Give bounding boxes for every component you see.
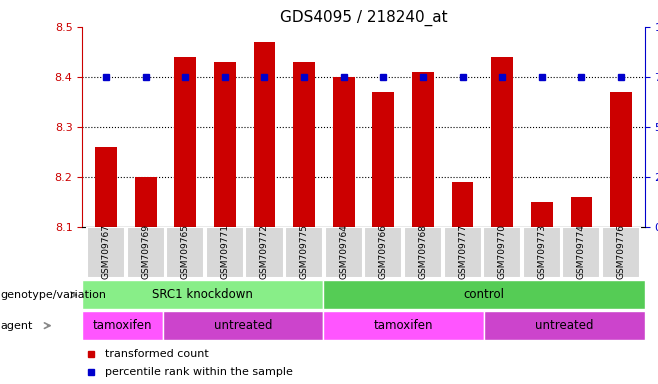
Bar — [443, 227, 482, 278]
Bar — [163, 311, 323, 340]
Bar — [492, 57, 513, 227]
Text: GSM709774: GSM709774 — [577, 224, 586, 279]
Bar — [523, 227, 561, 278]
Text: agent: agent — [1, 321, 33, 331]
Text: GSM709772: GSM709772 — [260, 224, 269, 279]
Bar — [285, 227, 323, 278]
Bar — [82, 280, 323, 309]
Bar — [483, 227, 521, 278]
Text: GSM709777: GSM709777 — [458, 224, 467, 279]
Text: GSM709770: GSM709770 — [497, 224, 507, 279]
Text: GSM709769: GSM709769 — [141, 224, 150, 279]
Text: control: control — [464, 288, 505, 301]
Text: GSM709773: GSM709773 — [538, 224, 546, 279]
Bar — [323, 280, 645, 309]
Bar — [82, 311, 163, 340]
Title: GDS4095 / 218240_at: GDS4095 / 218240_at — [280, 9, 447, 25]
Text: GSM709766: GSM709766 — [379, 224, 388, 279]
Text: GSM709764: GSM709764 — [340, 224, 348, 279]
Text: GSM709767: GSM709767 — [101, 224, 111, 279]
Bar — [214, 62, 236, 227]
Bar — [95, 147, 117, 227]
Text: tamoxifen: tamoxifen — [374, 319, 434, 332]
Bar — [323, 311, 484, 340]
Bar — [135, 177, 157, 227]
Bar — [484, 311, 645, 340]
Bar — [372, 92, 394, 227]
Text: GSM709775: GSM709775 — [299, 224, 309, 279]
Text: untreated: untreated — [535, 319, 594, 332]
Bar — [324, 227, 363, 278]
Bar — [404, 227, 442, 278]
Bar — [412, 72, 434, 227]
Bar — [563, 227, 601, 278]
Text: genotype/variation: genotype/variation — [1, 290, 107, 300]
Text: tamoxifen: tamoxifen — [93, 319, 152, 332]
Bar — [570, 197, 592, 227]
Bar — [245, 227, 284, 278]
Bar — [365, 227, 403, 278]
Bar — [451, 182, 474, 227]
Bar — [610, 92, 632, 227]
Bar — [253, 42, 276, 227]
Bar — [293, 62, 315, 227]
Bar — [602, 227, 640, 278]
Text: GSM709776: GSM709776 — [617, 224, 626, 279]
Text: SRC1 knockdown: SRC1 knockdown — [153, 288, 253, 301]
Bar — [531, 202, 553, 227]
Bar — [87, 227, 125, 278]
Bar — [206, 227, 244, 278]
Bar — [174, 57, 196, 227]
Text: GSM709771: GSM709771 — [220, 224, 230, 279]
Bar — [126, 227, 164, 278]
Bar — [333, 77, 355, 227]
Text: untreated: untreated — [214, 319, 272, 332]
Text: transformed count: transformed count — [105, 349, 209, 359]
Text: GSM709768: GSM709768 — [418, 224, 428, 279]
Text: percentile rank within the sample: percentile rank within the sample — [105, 366, 293, 377]
Bar — [166, 227, 204, 278]
Text: GSM709765: GSM709765 — [181, 224, 190, 279]
